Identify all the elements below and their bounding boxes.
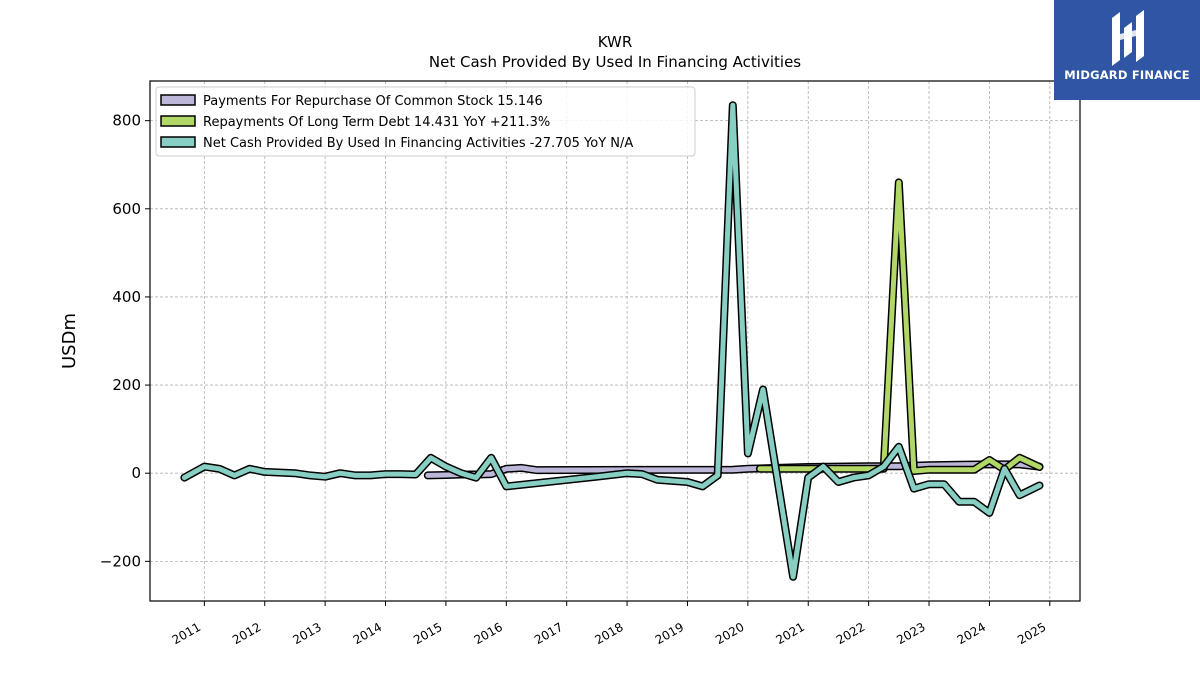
legend-box <box>155 86 696 157</box>
grid <box>150 81 1080 601</box>
x-tick-label: 2013 <box>290 620 323 647</box>
logo: MIDGARD FINANCE <box>1054 0 1200 100</box>
legend-label-3: Net Cash Provided By Used In Financing A… <box>203 136 633 151</box>
chart-title: KWR <box>598 33 633 51</box>
chart-subtitle: Net Cash Provided By Used In Financing A… <box>429 53 801 71</box>
y-tick-label: 800 <box>112 112 141 130</box>
legend-swatch-2 <box>160 115 196 127</box>
x-tick-label: 2021 <box>774 620 807 647</box>
x-tick-label: 2023 <box>894 620 927 647</box>
series-3-line <box>181 102 1042 580</box>
x-tick-label: 2012 <box>230 620 263 647</box>
x-tick-label: 2020 <box>713 620 746 647</box>
legend-label-2: Repayments Of Long Term Debt 14.431 YoY … <box>203 115 550 130</box>
series-2-line <box>757 179 1042 474</box>
y-tick-label: 200 <box>112 376 141 394</box>
legend-swatch-3 <box>160 136 196 148</box>
x-tick-label: 2018 <box>592 620 625 647</box>
y-axis-label: USDm <box>59 313 80 369</box>
legend-swatch-1 <box>160 94 196 106</box>
y-tick-label: 400 <box>112 288 141 306</box>
x-tick-label: 2024 <box>955 620 988 647</box>
y-tick-label: 600 <box>112 200 141 218</box>
x-tick-label: 2025 <box>1015 620 1048 647</box>
x-tick-label: 2015 <box>411 620 444 647</box>
legend-label-1: Payments For Repurchase Of Common Stock … <box>203 94 543 109</box>
x-tick-label: 2022 <box>834 620 867 647</box>
x-tick-label: 2011 <box>170 620 203 647</box>
logo-icon <box>1112 10 1144 66</box>
x-tick-label: 2014 <box>351 620 384 647</box>
y-tick-label: 0 <box>131 464 141 482</box>
x-tick-label: 2019 <box>653 620 686 647</box>
x-tick-label: 2016 <box>472 620 505 647</box>
series-3-outline <box>180 101 1044 581</box>
x-tick-label: 2017 <box>532 620 565 647</box>
legend: Payments For Repurchase Of Common Stock … <box>155 86 696 157</box>
plot-frame <box>149 80 1081 602</box>
y-tick-label: −200 <box>100 552 141 570</box>
logo-text: MIDGARD FINANCE <box>1064 68 1190 82</box>
series-layer <box>180 101 1044 581</box>
